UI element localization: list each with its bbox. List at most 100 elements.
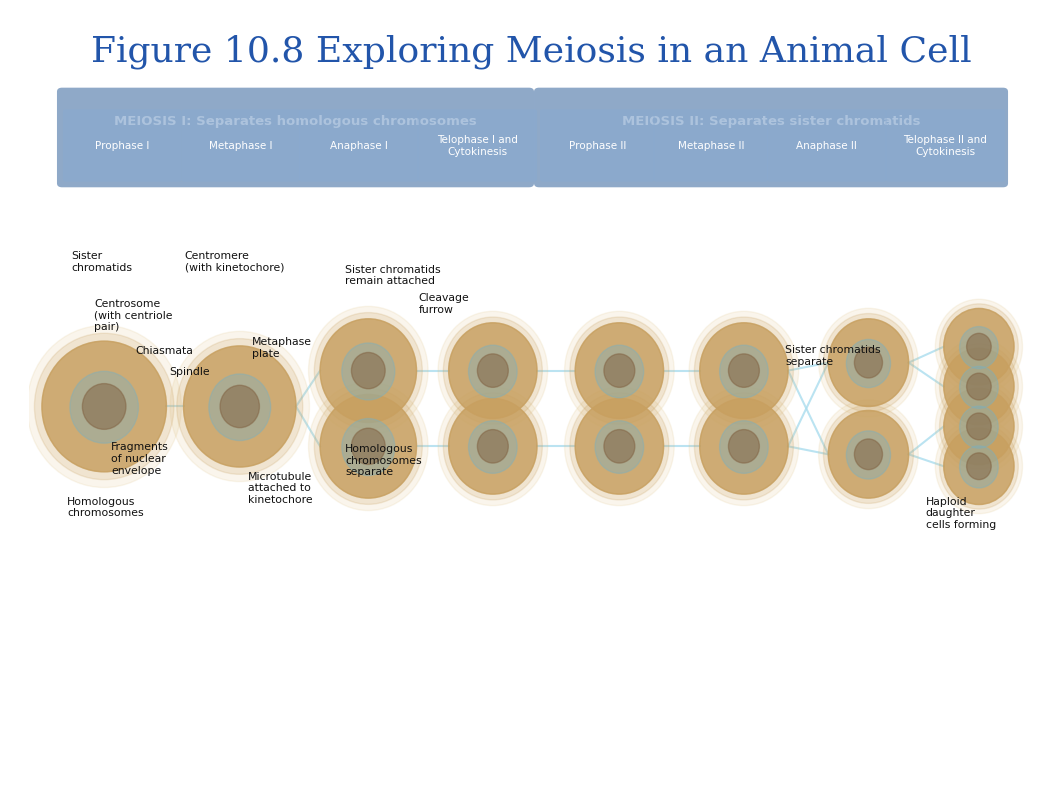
Text: Microtubule
attached to
kinetochore: Microtubule attached to kinetochore	[247, 472, 312, 505]
Text: Prophase I: Prophase I	[96, 141, 150, 151]
Ellipse shape	[565, 387, 674, 505]
Text: Anaphase II: Anaphase II	[796, 141, 857, 151]
Ellipse shape	[438, 387, 548, 505]
Ellipse shape	[936, 339, 1023, 434]
Ellipse shape	[828, 319, 909, 406]
Ellipse shape	[700, 398, 788, 494]
Ellipse shape	[940, 304, 1018, 390]
Ellipse shape	[448, 398, 537, 494]
Ellipse shape	[729, 354, 759, 387]
Ellipse shape	[936, 299, 1023, 395]
Ellipse shape	[565, 312, 674, 430]
Text: Sister
chromatids: Sister chromatids	[71, 251, 132, 273]
Ellipse shape	[819, 400, 919, 508]
Ellipse shape	[468, 421, 517, 473]
FancyBboxPatch shape	[57, 88, 534, 187]
Ellipse shape	[695, 393, 793, 500]
Ellipse shape	[944, 348, 1014, 425]
Ellipse shape	[209, 374, 271, 441]
Ellipse shape	[220, 385, 259, 428]
Ellipse shape	[855, 439, 883, 469]
Text: Prophase II: Prophase II	[568, 141, 626, 151]
Text: Sister chromatids
separate: Sister chromatids separate	[785, 345, 880, 367]
Ellipse shape	[828, 410, 909, 498]
Ellipse shape	[823, 313, 913, 412]
Ellipse shape	[604, 354, 635, 387]
FancyBboxPatch shape	[63, 109, 182, 182]
Ellipse shape	[720, 421, 768, 473]
FancyBboxPatch shape	[541, 109, 654, 182]
Ellipse shape	[342, 343, 395, 400]
Text: Cleavage
furrow: Cleavage furrow	[418, 293, 469, 315]
Ellipse shape	[944, 308, 1014, 385]
Ellipse shape	[314, 312, 423, 429]
Ellipse shape	[960, 446, 998, 488]
Ellipse shape	[576, 398, 664, 494]
Text: Homologous
chromosomes: Homologous chromosomes	[67, 497, 143, 518]
Text: MEIOSIS I: Separates homologous chromosomes: MEIOSIS I: Separates homologous chromoso…	[114, 115, 477, 128]
Ellipse shape	[966, 453, 991, 480]
Ellipse shape	[570, 317, 669, 424]
Ellipse shape	[944, 428, 1014, 505]
Ellipse shape	[595, 345, 644, 398]
Ellipse shape	[352, 352, 386, 389]
Text: Centrosome
(with centriole
pair): Centrosome (with centriole pair)	[95, 299, 173, 332]
Ellipse shape	[320, 319, 416, 422]
Text: Centromere
(with kinetochore): Centromere (with kinetochore)	[185, 251, 284, 273]
Ellipse shape	[438, 312, 548, 430]
Text: Telophase II and
Cytokinesis: Telophase II and Cytokinesis	[904, 135, 988, 157]
Text: Homologous
chromosomes
separate: Homologous chromosomes separate	[345, 444, 422, 477]
Ellipse shape	[34, 333, 174, 480]
Ellipse shape	[944, 388, 1014, 465]
Ellipse shape	[342, 418, 395, 476]
Ellipse shape	[448, 323, 537, 418]
Text: Metaphase
plate: Metaphase plate	[252, 337, 312, 359]
Ellipse shape	[176, 339, 303, 474]
FancyBboxPatch shape	[182, 109, 299, 182]
Ellipse shape	[700, 323, 788, 418]
Ellipse shape	[576, 323, 664, 418]
Ellipse shape	[604, 430, 635, 463]
Ellipse shape	[184, 346, 296, 467]
Ellipse shape	[448, 323, 537, 418]
Text: Metaphase I: Metaphase I	[209, 141, 273, 151]
Ellipse shape	[320, 395, 416, 498]
Ellipse shape	[478, 354, 509, 387]
Ellipse shape	[41, 341, 167, 472]
Ellipse shape	[966, 413, 991, 440]
Ellipse shape	[960, 367, 998, 408]
Ellipse shape	[940, 383, 1018, 469]
Ellipse shape	[320, 395, 416, 498]
Text: Sister chromatids
remain attached: Sister chromatids remain attached	[345, 265, 441, 286]
Ellipse shape	[720, 345, 768, 398]
Ellipse shape	[940, 344, 1018, 430]
Ellipse shape	[576, 323, 664, 418]
Ellipse shape	[944, 348, 1014, 425]
Ellipse shape	[689, 312, 799, 430]
Ellipse shape	[448, 398, 537, 494]
Ellipse shape	[570, 393, 669, 500]
Text: Telophase I and
Cytokinesis: Telophase I and Cytokinesis	[436, 135, 517, 157]
Text: Haploid
daughter
cells forming: Haploid daughter cells forming	[926, 497, 996, 530]
Ellipse shape	[855, 347, 883, 378]
Ellipse shape	[170, 332, 309, 481]
Ellipse shape	[700, 323, 788, 418]
Ellipse shape	[944, 388, 1014, 465]
Ellipse shape	[478, 430, 509, 463]
FancyBboxPatch shape	[653, 109, 768, 182]
Ellipse shape	[828, 319, 909, 406]
Ellipse shape	[729, 430, 759, 463]
FancyBboxPatch shape	[886, 109, 1005, 182]
Ellipse shape	[828, 410, 909, 498]
Ellipse shape	[27, 325, 182, 488]
Ellipse shape	[936, 418, 1023, 514]
Text: Anaphase I: Anaphase I	[330, 141, 388, 151]
Ellipse shape	[940, 423, 1018, 509]
Ellipse shape	[184, 346, 296, 467]
Ellipse shape	[846, 431, 891, 479]
Ellipse shape	[70, 371, 138, 443]
Ellipse shape	[595, 421, 644, 473]
Ellipse shape	[960, 327, 998, 369]
Ellipse shape	[823, 405, 913, 504]
Ellipse shape	[443, 393, 543, 500]
